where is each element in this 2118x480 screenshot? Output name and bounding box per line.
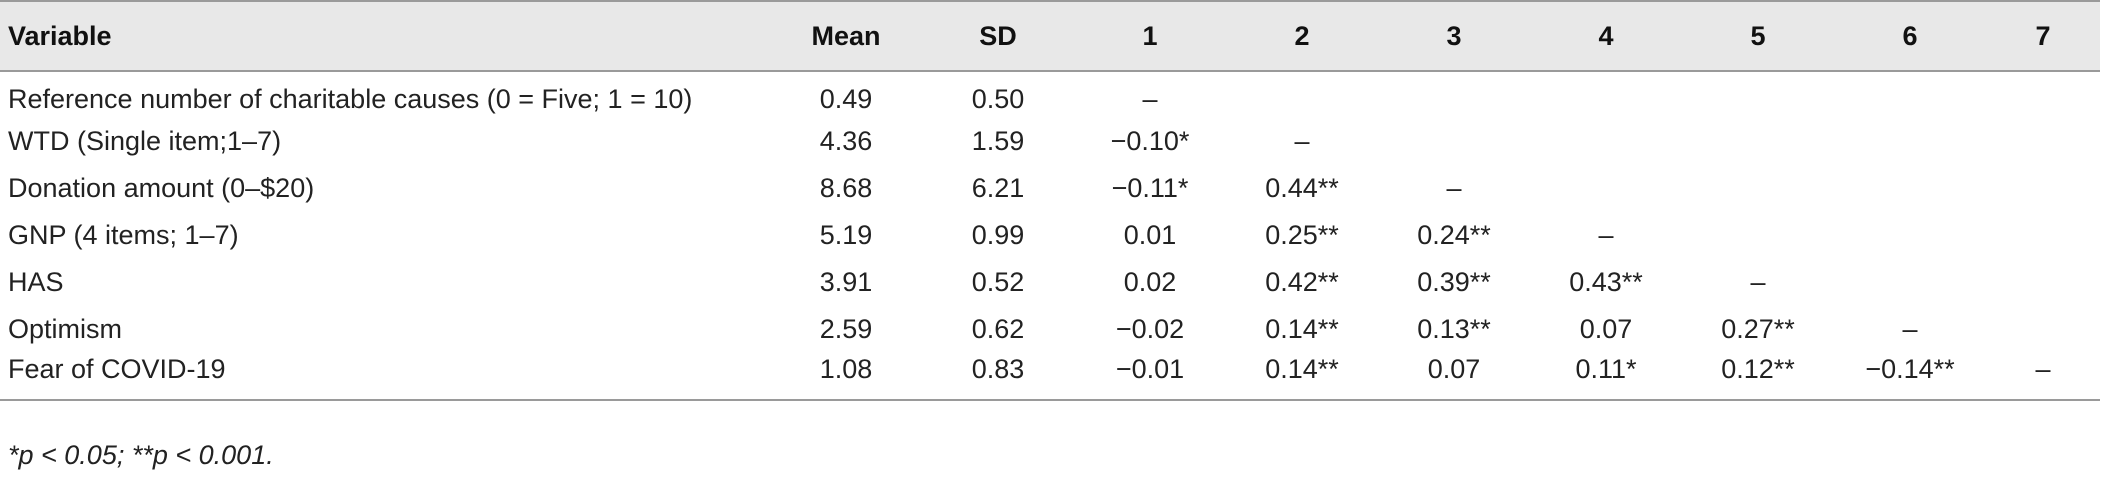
cell-mean: 2.59 (819, 314, 873, 344)
cell-corr-7 (1986, 165, 2100, 212)
header-col-6: 6 (1902, 20, 1918, 51)
cell-corr-7 (1986, 306, 2100, 353)
header-mean: Mean (811, 20, 881, 51)
cell-corr-7 (1986, 259, 2100, 306)
cell-corr-1: −0.02 (1115, 314, 1185, 344)
header-variable: Variable (8, 20, 112, 51)
cell-corr-6 (1834, 118, 1986, 165)
correlation-table-container: Variable Mean SD 1 2 3 4 5 6 7 Reference… (0, 1, 2100, 400)
correlation-table: Variable Mean SD 1 2 3 4 5 6 7 Reference… (0, 1, 2100, 400)
cell-corr-1: – (1142, 83, 1158, 114)
cell-corr-3 (1378, 118, 1530, 165)
cell-corr-4: – (1598, 220, 1614, 250)
cell-corr-5: 0.12** (1721, 353, 1795, 384)
cell-corr-3: – (1446, 173, 1462, 203)
cell-sd: 0.50 (971, 83, 1025, 114)
table-row: Reference number of charitable causes (0… (0, 71, 2100, 118)
cell-corr-7 (1986, 118, 2100, 165)
table-row: GNP (4 items; 1–7) 5.19 0.99 0.01 0.25**… (0, 212, 2100, 259)
cell-sd: 1.59 (971, 126, 1025, 156)
cell-sd: 0.62 (971, 314, 1025, 344)
cell-corr-5 (1682, 165, 1834, 212)
cell-corr-2: 0.14** (1265, 314, 1339, 344)
cell-corr-2: 0.14** (1265, 353, 1339, 384)
cell-corr-4 (1530, 71, 1682, 118)
cell-corr-6 (1834, 165, 1986, 212)
header-col-1: 1 (1142, 20, 1158, 51)
cell-corr-1: 0.01 (1123, 220, 1177, 250)
cell-sd: 6.21 (971, 173, 1025, 203)
table-row: HAS 3.91 0.52 0.02 0.42** 0.39** 0.43** … (0, 259, 2100, 306)
cell-variable: GNP (4 items; 1–7) (8, 220, 239, 250)
table-row: Optimism 2.59 0.62 −0.02 0.14** 0.13** 0… (0, 306, 2100, 353)
cell-corr-2: – (1294, 126, 1310, 156)
cell-corr-4 (1530, 118, 1682, 165)
cell-corr-3: 0.24** (1417, 220, 1491, 250)
cell-mean: 0.49 (819, 83, 873, 114)
cell-mean: 1.08 (819, 353, 873, 384)
header-col-4: 4 (1598, 20, 1614, 51)
cell-corr-4: 0.11* (1575, 353, 1637, 384)
header-col-2: 2 (1294, 20, 1310, 51)
cell-variable: Donation amount (0–$20) (8, 173, 315, 203)
cell-corr-1: 0.02 (1123, 267, 1177, 297)
cell-variable: Fear of COVID-19 (8, 353, 226, 384)
cell-corr-1: −0.10* (1110, 126, 1190, 156)
table-footnote: *p < 0.05; **p < 0.001. (8, 440, 274, 470)
cell-corr-7 (1986, 71, 2100, 118)
cell-corr-1: −0.11* (1111, 173, 1189, 203)
cell-corr-4: 0.43** (1569, 267, 1643, 297)
cell-corr-6: – (1902, 314, 1918, 344)
cell-corr-1: −0.01 (1115, 353, 1185, 384)
header-col-3: 3 (1446, 20, 1462, 51)
cell-sd: 0.52 (971, 267, 1025, 297)
header-col-5: 5 (1750, 20, 1766, 51)
cell-mean: 3.91 (819, 267, 873, 297)
cell-mean: 5.19 (819, 220, 873, 250)
cell-variable: Reference number of charitable causes (0… (8, 83, 693, 114)
header-sd: SD (979, 20, 1017, 51)
cell-variable: Optimism (8, 314, 122, 344)
cell-corr-3: 0.39** (1417, 267, 1491, 297)
cell-corr-3: 0.07 (1427, 353, 1481, 384)
table-row: Donation amount (0–$20) 8.68 6.21 −0.11*… (0, 165, 2100, 212)
cell-corr-3 (1378, 71, 1530, 118)
header-col-7: 7 (2035, 20, 2051, 51)
cell-variable: WTD (Single item;1–7) (8, 126, 282, 156)
cell-corr-4: 0.07 (1579, 314, 1633, 344)
cell-corr-5: – (1750, 267, 1766, 297)
cell-corr-2 (1226, 71, 1378, 118)
cell-corr-2: 0.42** (1265, 267, 1339, 297)
cell-corr-4 (1530, 165, 1682, 212)
cell-corr-6 (1834, 71, 1986, 118)
cell-mean: 4.36 (819, 126, 873, 156)
cell-corr-7: – (2035, 353, 2051, 384)
cell-corr-5 (1682, 71, 1834, 118)
table-row: Fear of COVID-19 1.08 0.83 −0.01 0.14** … (0, 353, 2100, 400)
cell-corr-2: 0.25** (1265, 220, 1339, 250)
cell-sd: 0.83 (971, 353, 1025, 384)
cell-sd: 0.99 (971, 220, 1025, 250)
table-row: WTD (Single item;1–7) 4.36 1.59 −0.10* – (0, 118, 2100, 165)
cell-corr-2: 0.44** (1265, 173, 1339, 203)
cell-corr-6 (1834, 212, 1986, 259)
cell-corr-5 (1682, 118, 1834, 165)
cell-corr-5: 0.27** (1721, 314, 1795, 344)
cell-mean: 8.68 (819, 173, 873, 203)
cell-corr-3: 0.13** (1417, 314, 1491, 344)
cell-corr-6: −0.14** (1865, 353, 1955, 384)
cell-variable: HAS (8, 267, 64, 297)
cell-corr-6 (1834, 259, 1986, 306)
table-header-row: Variable Mean SD 1 2 3 4 5 6 7 (0, 1, 2100, 71)
cell-corr-7 (1986, 212, 2100, 259)
cell-corr-5 (1682, 212, 1834, 259)
